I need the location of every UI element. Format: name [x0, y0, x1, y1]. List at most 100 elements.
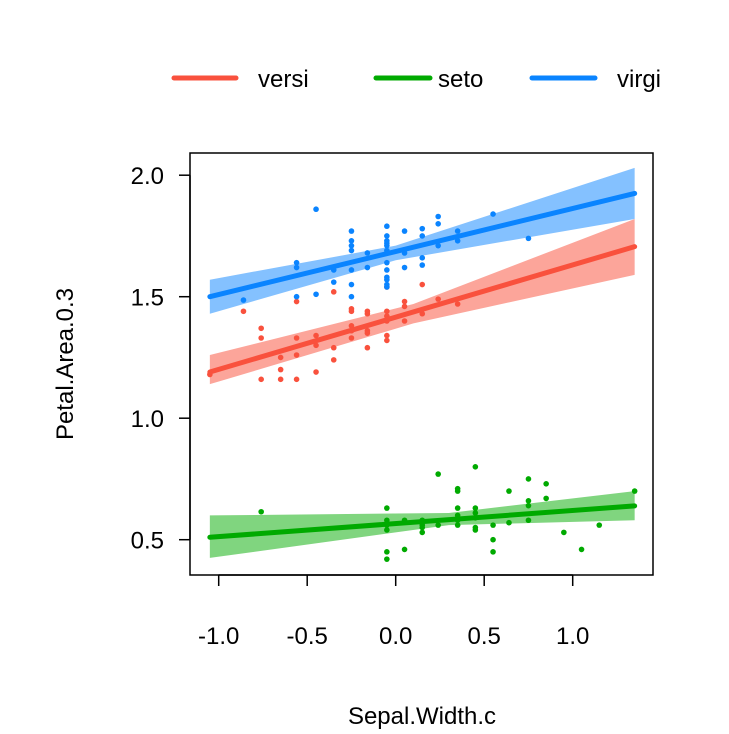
point-virgi — [348, 242, 355, 249]
point-virgi — [293, 259, 300, 266]
point-seto — [258, 508, 264, 515]
point-seto — [384, 549, 390, 555]
point-seto — [525, 476, 532, 482]
y-axis-title: Petal.Area.0.3 — [52, 288, 79, 440]
y-tick-label: 1.5 — [131, 285, 164, 312]
point-seto — [525, 502, 532, 509]
point-versi — [330, 344, 337, 351]
point-virgi — [348, 281, 355, 288]
point-virgi — [419, 233, 426, 239]
point-virgi — [293, 264, 300, 271]
x-tick-label: -1.0 — [198, 623, 239, 650]
point-virgi — [435, 242, 441, 249]
point-versi — [277, 376, 284, 383]
legend: versi seto virgi — [171, 66, 661, 93]
point-virgi — [435, 213, 441, 220]
legend-label-seto: seto — [438, 66, 483, 93]
point-versi — [384, 332, 390, 339]
x-tick-label: -0.5 — [287, 623, 328, 650]
point-seto — [472, 505, 479, 511]
point-versi — [293, 376, 300, 383]
point-versi — [293, 352, 300, 358]
point-seto — [543, 481, 549, 487]
point-virgi — [419, 225, 426, 232]
point-versi — [293, 298, 300, 305]
point-seto — [596, 522, 603, 528]
point-virgi — [490, 211, 496, 217]
point-versi — [258, 376, 264, 383]
point-versi — [277, 354, 284, 361]
point-virgi — [293, 293, 300, 300]
point-virgi — [384, 233, 390, 239]
point-seto — [490, 549, 496, 555]
point-seto — [454, 488, 461, 494]
point-versi — [401, 303, 408, 310]
confidence-band-virgi — [209, 167, 635, 314]
fit-line-virgi — [207, 190, 638, 300]
point-seto — [454, 505, 461, 511]
point-seto — [384, 505, 390, 511]
fit-line-seto — [207, 503, 638, 540]
point-virgi — [401, 264, 408, 271]
point-virgi — [348, 267, 355, 273]
x-axis-title: Sepal.Width.c — [348, 703, 496, 729]
point-seto — [401, 546, 408, 553]
point-seto — [384, 556, 390, 562]
point-versi — [258, 335, 264, 341]
point-seto — [490, 522, 496, 528]
point-seto — [472, 464, 479, 470]
y-axis: 0.5 1.0 1.5 2.0 — [131, 163, 191, 555]
point-seto — [490, 536, 496, 543]
point-versi — [293, 335, 300, 341]
point-virgi — [348, 228, 355, 234]
point-virgi — [330, 279, 337, 285]
point-virgi — [348, 293, 355, 300]
point-versi — [384, 308, 390, 315]
legend-label-versi: versi — [258, 66, 309, 93]
point-versi — [364, 310, 371, 317]
point-versi — [330, 289, 337, 295]
point-versi — [364, 330, 371, 336]
point-seto — [454, 522, 461, 528]
point-virgi — [525, 235, 532, 242]
point-seto — [506, 488, 512, 494]
point-virgi — [454, 238, 461, 244]
point-seto — [472, 527, 479, 533]
point-seto — [472, 510, 479, 516]
legend-label-virgi: virgi — [617, 66, 661, 93]
point-virgi — [435, 221, 441, 227]
point-versi — [277, 366, 284, 373]
point-versi — [313, 332, 319, 339]
x-axis: -1.0 -0.5 0.0 0.5 1.0 — [198, 574, 589, 650]
point-virgi — [384, 267, 390, 273]
point-seto — [419, 524, 426, 531]
point-virgi — [364, 264, 371, 271]
point-virgi — [364, 250, 371, 256]
point-versi — [454, 301, 461, 307]
point-virgi — [240, 297, 247, 303]
point-seto — [525, 498, 532, 504]
point-virgi — [313, 206, 319, 213]
point-seto — [578, 546, 585, 553]
x-tick-label: 0.5 — [468, 623, 501, 650]
point-seto — [631, 488, 638, 494]
point-versi — [258, 325, 264, 332]
point-versi — [401, 298, 408, 305]
point-virgi — [348, 238, 355, 244]
point-virgi — [419, 262, 426, 268]
x-tick-label: 1.0 — [556, 623, 589, 650]
point-virgi — [454, 228, 461, 234]
point-seto — [543, 495, 549, 502]
point-versi — [348, 335, 355, 341]
point-versi — [313, 342, 319, 349]
point-versi — [401, 318, 408, 324]
point-virgi — [348, 247, 355, 254]
point-virgi — [419, 255, 426, 261]
point-versi — [330, 357, 337, 363]
point-versi — [348, 308, 355, 315]
point-virgi — [384, 223, 390, 230]
point-seto — [419, 529, 426, 536]
y-tick-label: 0.5 — [131, 528, 164, 555]
point-seto — [525, 517, 532, 524]
point-versi — [435, 296, 441, 302]
